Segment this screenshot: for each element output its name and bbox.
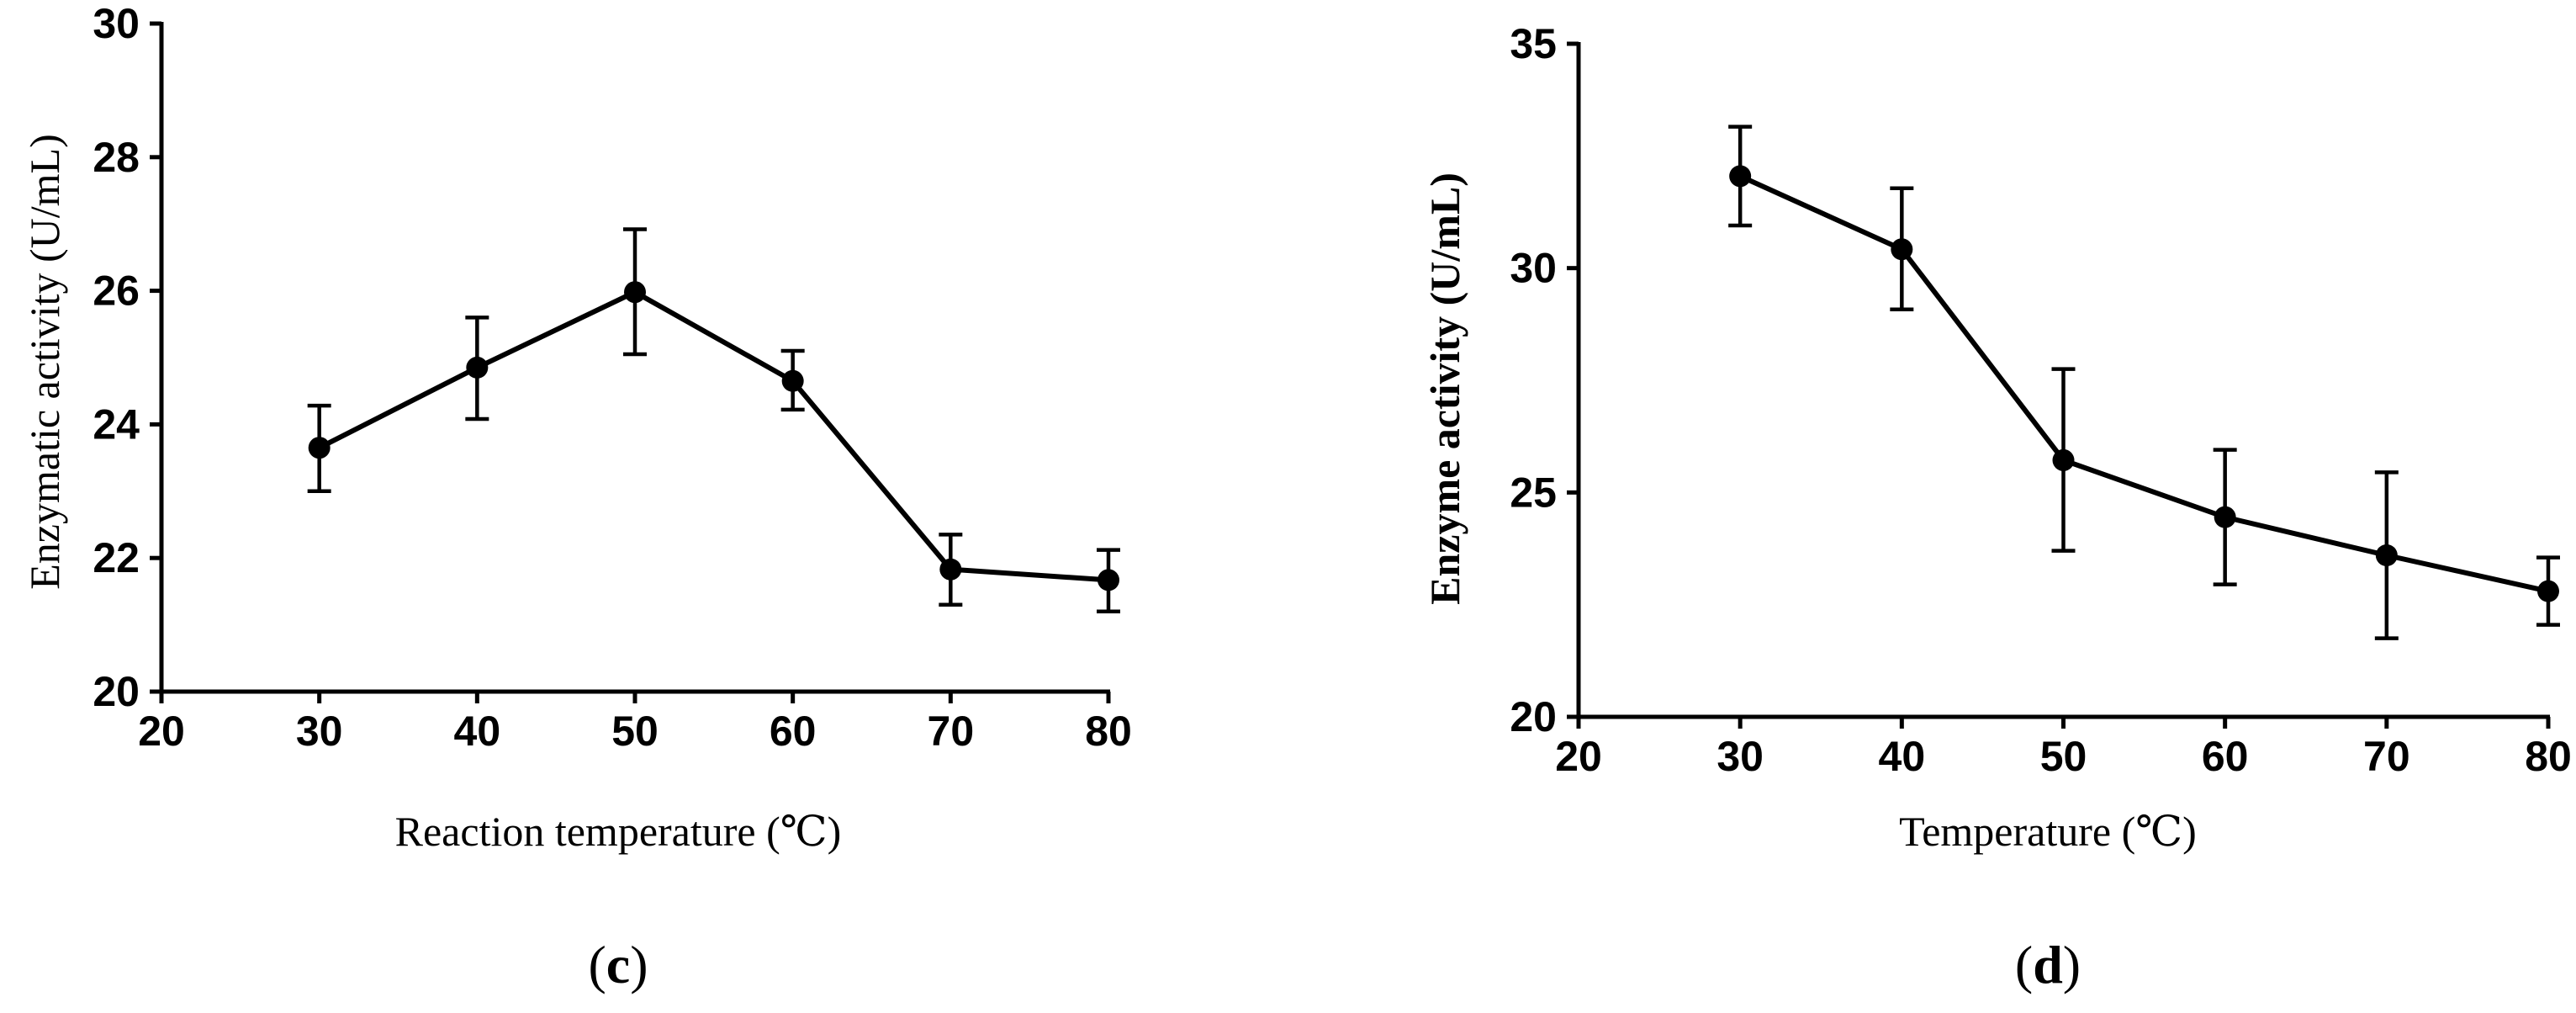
x-tick-label: 40	[454, 708, 501, 755]
y-tick-label: 20	[1510, 693, 1557, 740]
y-tick-label: 22	[93, 534, 140, 581]
x-axis-label: Reaction temperature (℃)	[395, 808, 842, 855]
x-tick-label: 60	[770, 708, 817, 755]
data-point	[2214, 506, 2236, 528]
plot-area: 20 30 40 50 60 70 80 20 22 24 26 28 30	[93, 0, 1131, 755]
x-axis-label: Temperature (℃)	[1899, 808, 2197, 855]
x-tick-label: 70	[928, 708, 975, 755]
y-tick-label: 35	[1510, 20, 1557, 67]
data-point	[2052, 448, 2075, 471]
y-axis-label: Enzyme activity (U/mL)	[1421, 172, 1468, 605]
x-tick-label: 30	[1716, 733, 1764, 780]
chart-panel-d: 20 30 40 50 60 70 80 20 25 30 35 Temperature (℃) E…	[1421, 20, 2572, 994]
y-tick-label: 25	[1510, 469, 1557, 516]
data-point	[624, 281, 646, 304]
data-point	[466, 356, 489, 379]
y-tick-label: 26	[93, 268, 140, 315]
data-point	[1729, 165, 1752, 188]
chart-panel-c: 20 30 40 50 60 70 80 20 22 24 26 28 30 Reaction temp…	[21, 0, 1132, 994]
y-tick-label: 30	[1510, 245, 1557, 292]
series-line	[318, 289, 1109, 583]
x-tick-label: 80	[1085, 708, 1132, 755]
series-line	[1738, 173, 2549, 594]
panel-label-c: (c)	[588, 935, 648, 994]
x-tick-label: 50	[2040, 733, 2087, 780]
y-tick-label: 24	[93, 400, 140, 448]
x-tick-label: 50	[611, 708, 659, 755]
x-tick-label: 40	[1879, 733, 1926, 780]
y-tick-label: 30	[93, 0, 140, 47]
data-point	[1098, 569, 1119, 591]
panel-label-d: (d)	[2015, 935, 2081, 994]
x-tick-label: 20	[138, 708, 185, 755]
x-tick-label: 70	[2363, 733, 2410, 780]
data-point	[2375, 544, 2398, 566]
y-tick-label: 28	[93, 134, 140, 181]
data-point	[1891, 238, 1913, 261]
x-tick-label: 30	[296, 708, 343, 755]
data-point	[2537, 580, 2559, 602]
y-tick-label: 20	[93, 668, 140, 715]
x-tick-label: 80	[2525, 733, 2572, 780]
y-axis-label: Enzymatic activity (U/mL)	[21, 134, 68, 589]
data-point	[939, 558, 962, 581]
plot-area: 20 30 40 50 60 70 80 20 25 30 35	[1510, 20, 2571, 780]
data-point	[781, 369, 804, 392]
data-point	[308, 437, 331, 459]
x-tick-label: 60	[2202, 733, 2249, 780]
x-tick-label: 20	[1555, 733, 1602, 780]
